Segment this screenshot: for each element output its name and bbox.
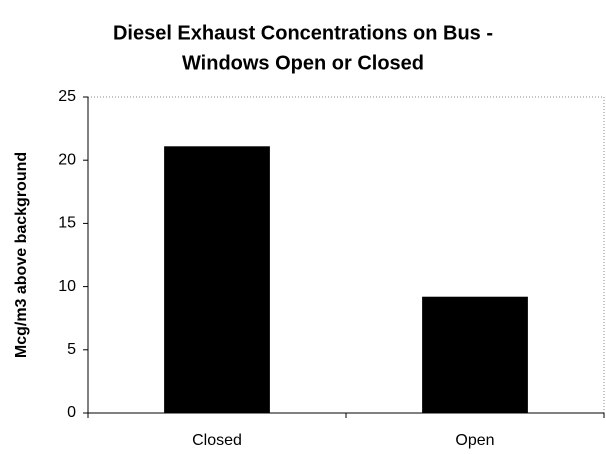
y-tick-label: 5 [67, 341, 76, 358]
x-tick-label: Open [455, 432, 494, 449]
y-tick-label: 10 [58, 278, 76, 295]
bar [422, 296, 528, 413]
bar [164, 146, 270, 413]
chart-title: Windows Open or Closed [182, 52, 424, 74]
y-axis-label: Mcg/m3 above background [13, 152, 30, 358]
y-tick-label: 25 [58, 88, 76, 105]
y-tick-label: 20 [58, 151, 76, 168]
y-tick-label: 15 [58, 215, 76, 232]
y-tick-label: 0 [67, 404, 76, 421]
x-tick-label: Closed [192, 432, 242, 449]
chart-title: Diesel Exhaust Concentrations on Bus - [113, 22, 493, 44]
